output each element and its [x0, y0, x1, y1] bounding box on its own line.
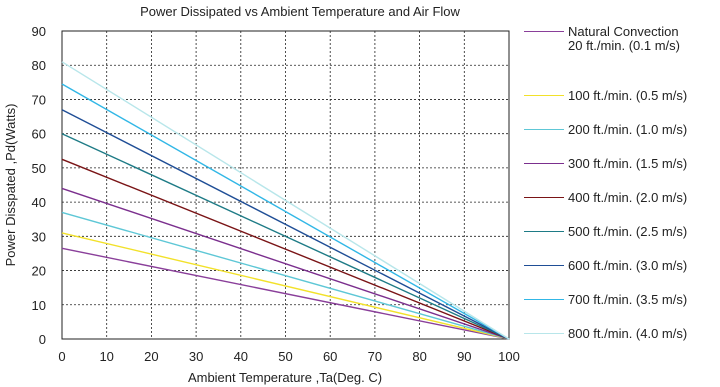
legend-swatch [524, 163, 564, 164]
x-tick-label: 0 [58, 349, 65, 364]
y-axis-label: Power Disspated ,Pd(Watts) [3, 104, 18, 267]
legend-label: 400 ft./min. (2.0 m/s) [568, 190, 688, 205]
series-line-2 [61, 211, 510, 340]
x-tick-label: 100 [498, 349, 520, 364]
legend-swatch [524, 129, 564, 130]
series-line-5 [61, 133, 510, 340]
axes [61, 30, 510, 340]
legend-label: 200 ft./min. (1.0 m/s) [568, 122, 688, 137]
x-tick-label: 60 [323, 349, 337, 364]
x-axis-label: Ambient Temperature ,Ta(Deg. C) [188, 370, 382, 385]
legend-label: 700 ft./min. (3.5 m/s) [568, 292, 688, 307]
y-tick-label: 70 [32, 92, 46, 107]
y-tick-label: 10 [32, 298, 46, 313]
y-tick-label: 0 [39, 332, 46, 347]
x-tick-label: 50 [278, 349, 292, 364]
series-line-3 [61, 187, 510, 340]
legend-label: 500 ft./min. (2.5 m/s) [568, 224, 688, 239]
y-tick-label: 20 [32, 264, 46, 279]
y-tick-label: 60 [32, 127, 46, 142]
x-tick-label: 90 [457, 349, 471, 364]
series-line-6 [61, 109, 510, 340]
legend-label: 800 ft./min. (4.0 m/s) [568, 326, 688, 341]
legend-label: 100 ft./min. (0.5 m/s) [568, 88, 688, 103]
y-tick-label: 90 [32, 24, 46, 39]
legend-label: 600 ft./min. (3.0 m/s) [568, 258, 688, 273]
grid [61, 30, 510, 340]
legend-swatch [524, 197, 564, 198]
series-lines [61, 61, 510, 340]
x-tick-label: 70 [368, 349, 382, 364]
x-tick-label: 30 [189, 349, 203, 364]
plot-frame [61, 30, 510, 340]
legend-swatch [524, 95, 564, 96]
legend-label: Natural Convection [568, 24, 679, 39]
series-line-7 [61, 83, 510, 340]
legend-swatch [524, 231, 564, 232]
y-tick-label: 50 [32, 161, 46, 176]
series-line-0 [61, 247, 510, 340]
x-tick-label: 40 [234, 349, 248, 364]
chart-title: Power Dissipated vs Ambient Temperature … [140, 4, 460, 19]
series-line-4 [61, 158, 510, 340]
legend-swatch [524, 299, 564, 300]
x-tick-label: 10 [99, 349, 113, 364]
series-line-1 [61, 232, 510, 340]
series-line-8 [61, 61, 510, 340]
legend: Natural Convection 20 ft./min. (0.1 m/s) 1… [524, 0, 720, 387]
legend-swatch [524, 333, 564, 334]
y-tick-label: 30 [32, 229, 46, 244]
x-tick-label: 80 [412, 349, 426, 364]
tick-labels: 0 10 20 30 40 50 60 70 80 90 100 0 10 20 30 40 50 60 70 80 9… [32, 24, 520, 364]
x-tick-label: 20 [144, 349, 158, 364]
legend-swatch [524, 265, 564, 266]
legend-label: 300 ft./min. (1.5 m/s) [568, 156, 688, 171]
legend-sublabel: 20 ft./min. (0.1 m/s) [568, 38, 680, 53]
legend-swatch [524, 31, 564, 32]
y-tick-label: 80 [32, 58, 46, 73]
y-tick-label: 40 [32, 195, 46, 210]
